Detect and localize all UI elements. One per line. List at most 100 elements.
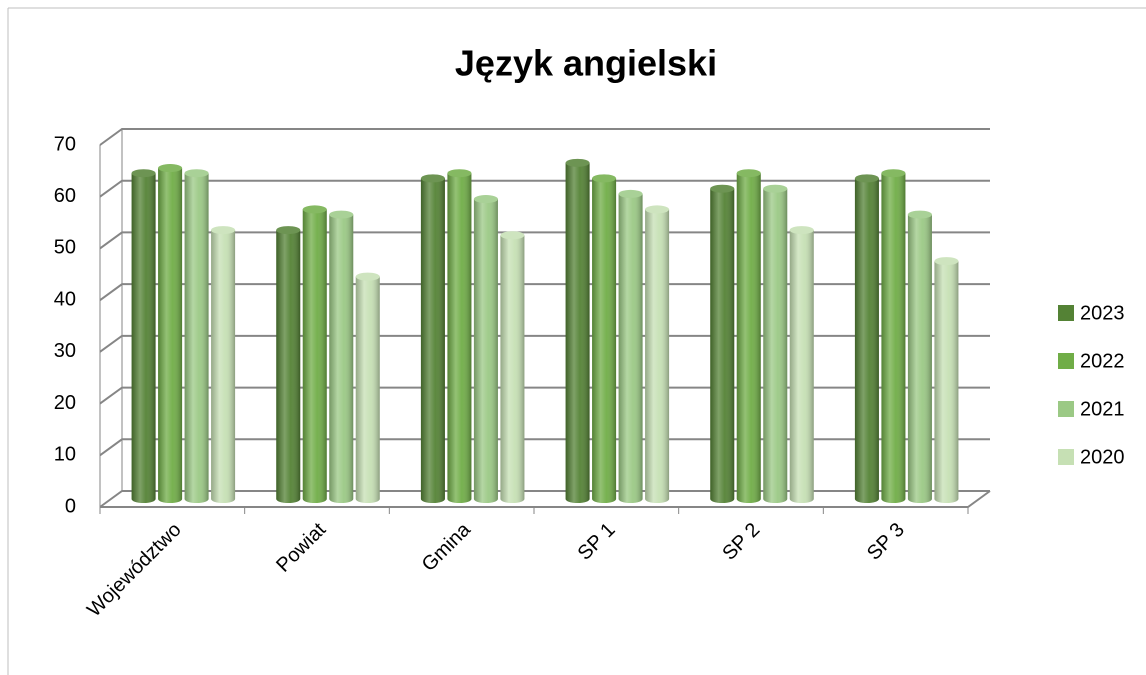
bar-top-shade xyxy=(618,189,643,198)
bar-top-shade xyxy=(158,164,183,173)
y-tick-label: 50 xyxy=(54,237,76,259)
bar-top-shade xyxy=(329,210,354,219)
bar-top-shade xyxy=(131,169,156,178)
bar-shade xyxy=(789,230,814,504)
bar-top xyxy=(854,174,879,183)
bar-top-shade xyxy=(211,226,236,235)
bar-shade xyxy=(645,209,670,503)
bar-top xyxy=(473,195,498,204)
y-tick-label: 20 xyxy=(54,392,76,414)
bar xyxy=(565,158,590,503)
bar-shade xyxy=(907,214,932,504)
y-tick-label: 0 xyxy=(65,495,76,517)
bar xyxy=(447,169,472,503)
bar-shade xyxy=(881,173,906,503)
bar-shade xyxy=(276,230,301,504)
bar xyxy=(618,189,643,503)
bar xyxy=(789,226,814,504)
legend-swatch xyxy=(1058,449,1074,465)
bar-top xyxy=(881,169,906,178)
bar-shade xyxy=(592,178,617,503)
bar-top-shade xyxy=(473,195,498,204)
bar xyxy=(592,174,617,503)
bar-top xyxy=(710,184,735,193)
bar xyxy=(907,210,932,504)
bar-top xyxy=(329,210,354,219)
bar xyxy=(420,174,445,503)
bar-shade xyxy=(473,199,498,504)
bar-top-shade xyxy=(854,174,879,183)
legend-swatch xyxy=(1058,305,1074,321)
bar xyxy=(302,205,327,503)
y-tick-label: 10 xyxy=(54,444,76,466)
bar-shade xyxy=(131,173,156,503)
bar-top xyxy=(618,189,643,198)
y-tick-label: 60 xyxy=(54,185,76,207)
bar-top xyxy=(736,169,761,178)
bar-shade xyxy=(854,178,879,503)
bar-top xyxy=(211,226,236,235)
x-tick-label: Powiat xyxy=(272,518,330,576)
x-tick-label: SP 3 xyxy=(863,519,909,565)
y-tick-label: 40 xyxy=(54,288,76,310)
bar-top xyxy=(565,158,590,167)
bar xyxy=(854,174,879,503)
bar-top-shade xyxy=(276,226,301,235)
bar xyxy=(329,210,354,504)
bar-shade xyxy=(420,178,445,503)
bar-shade xyxy=(158,168,183,503)
bar-top-shade xyxy=(302,205,327,214)
bar xyxy=(934,257,959,503)
bar-top xyxy=(302,205,327,214)
bar xyxy=(500,231,525,504)
bar-shade xyxy=(763,188,788,503)
legend-label: 2020 xyxy=(1080,446,1125,468)
bar-shade xyxy=(736,173,761,503)
bar-top xyxy=(500,231,525,240)
bar xyxy=(736,169,761,503)
bar-shade xyxy=(355,276,380,503)
bar-top-shade xyxy=(355,272,380,281)
bar-top xyxy=(907,210,932,219)
grid-line xyxy=(99,438,990,457)
bar-top-shade xyxy=(710,184,735,193)
bar xyxy=(763,184,788,503)
bar xyxy=(276,226,301,504)
bar-shade xyxy=(184,173,209,503)
bar-top xyxy=(447,169,472,178)
bar-top-shade xyxy=(184,169,209,178)
bar-top-shade xyxy=(592,174,617,183)
bar-shade xyxy=(211,230,236,504)
bar-top-shade xyxy=(763,184,788,193)
x-tick-label: Gmina xyxy=(418,518,476,576)
grid-line xyxy=(99,231,990,250)
bar-top-shade xyxy=(447,169,472,178)
grid-line xyxy=(99,179,990,198)
y-tick-label: 30 xyxy=(54,340,76,362)
bar-top xyxy=(158,164,183,173)
bar-shade xyxy=(710,188,735,503)
bar-shade xyxy=(447,173,472,503)
bar xyxy=(158,164,183,503)
grid-line xyxy=(99,283,990,301)
bar-top xyxy=(276,226,301,235)
bar xyxy=(355,272,380,503)
bar-top-shade xyxy=(789,226,814,235)
bar-top xyxy=(789,226,814,235)
bar-shade xyxy=(500,235,525,504)
bar xyxy=(645,205,670,503)
bar xyxy=(473,195,498,504)
legend-label: 2021 xyxy=(1080,398,1125,420)
bar-shade xyxy=(618,193,643,503)
bar-top-shade xyxy=(565,158,590,167)
bar-top-shade xyxy=(420,174,445,183)
bar xyxy=(131,169,156,503)
bar-top-shade xyxy=(645,205,670,214)
legend-label: 2022 xyxy=(1080,350,1125,372)
legend-swatch xyxy=(1058,353,1074,369)
legend-label: 2023 xyxy=(1080,302,1125,324)
grid-line xyxy=(99,386,990,405)
bar-top-shade xyxy=(881,169,906,178)
bar-shade xyxy=(329,214,354,504)
chart-title: Język angielski xyxy=(455,43,717,84)
